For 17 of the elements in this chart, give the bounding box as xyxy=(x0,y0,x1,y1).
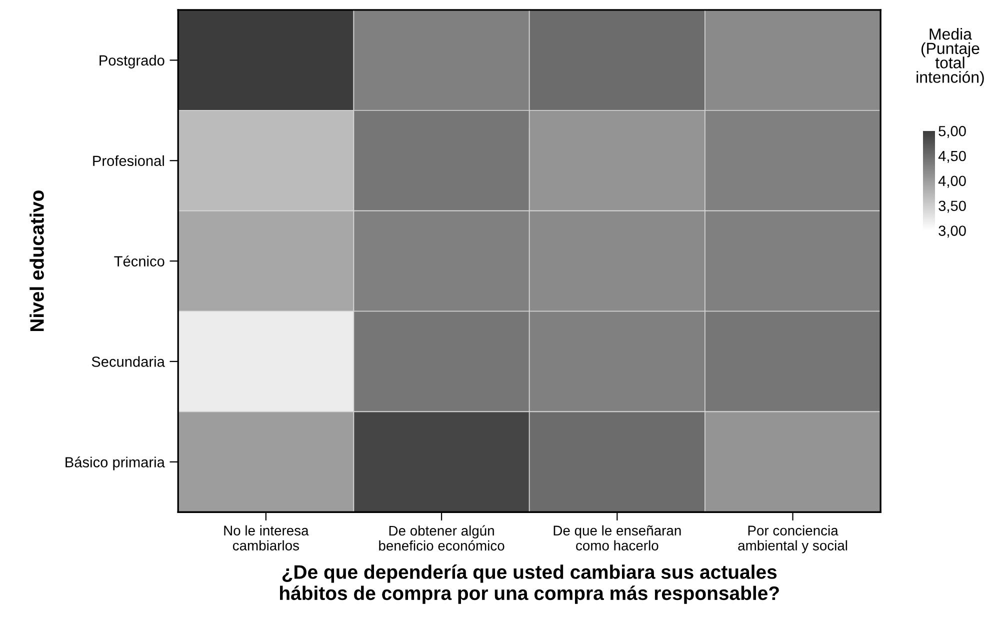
color-bar-label: 5,00 xyxy=(938,126,966,138)
color-bar-title: Media (Puntaje total intención) xyxy=(916,28,984,86)
x-tick-label: Por conciencia ambiental y social xyxy=(738,525,848,554)
color-bar-label: 4,50 xyxy=(938,150,966,163)
color-bar-label: 4,00 xyxy=(938,176,966,188)
color-bar-label: 3,00 xyxy=(938,226,966,238)
y-axis-title: Nivel educativo xyxy=(30,190,44,332)
x-tick-label: No le interesa cambiarlos xyxy=(224,525,309,550)
y-tick-label: Básico primaria xyxy=(66,456,165,470)
x-tick-label: De que le enseñaran como hacerlo xyxy=(554,525,681,550)
y-tick-label: Postgrado xyxy=(100,54,164,68)
y-tick-label: Secundaria xyxy=(92,356,165,367)
y-tick-label: Profesional xyxy=(93,155,164,166)
x-tick-label: De obtener algún beneficio económico xyxy=(379,525,504,551)
y-tick-label: Técnico xyxy=(114,256,164,266)
color-bar-label: 3,50 xyxy=(938,200,966,213)
x-axis-title: ¿De que dependería que usted cambiara sus actuales hábitos de compra por una compra más responsable? xyxy=(280,564,779,604)
